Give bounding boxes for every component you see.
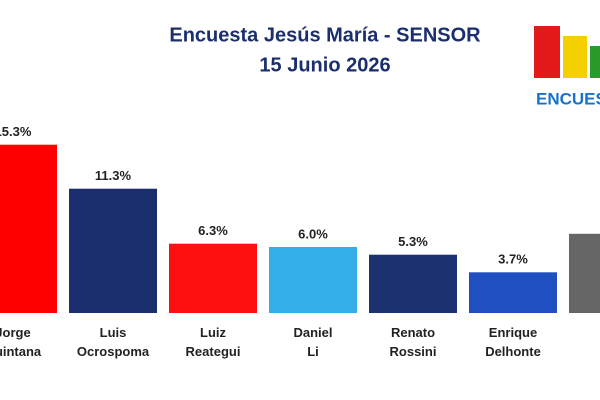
x-tick-label: Luis Ocrospoma: [77, 325, 150, 359]
x-tick-label: Daniel Li: [293, 325, 332, 359]
value-label: 15.3%: [0, 124, 32, 139]
chart-subtitle: 15 Junio 2026: [259, 54, 390, 76]
logo-block: [534, 26, 560, 78]
logo-block: [590, 46, 600, 78]
value-label: 3.7%: [498, 252, 528, 267]
value-label: 5.3%: [398, 234, 428, 249]
value-label: 6.3%: [198, 223, 228, 238]
bar: [169, 243, 257, 313]
bar: [369, 254, 457, 313]
bar: [469, 272, 557, 313]
x-tick-label: Renato Rossini: [390, 325, 437, 359]
bar: [269, 247, 357, 313]
chart-title: Encuesta Jesús María - SENSOR: [169, 24, 481, 46]
x-tick-label: JorgeQuintana: [0, 325, 42, 359]
bar: [69, 188, 157, 313]
value-label: 11.3%: [95, 168, 132, 183]
logo-block: [563, 36, 587, 78]
bar: [0, 144, 57, 313]
logo: ENCUESTA: [534, 26, 600, 108]
x-tick-label: Enrique Delhonte: [485, 325, 541, 359]
bar: [569, 233, 600, 313]
logo-text: ENCUESTA: [536, 89, 600, 108]
x-tick-label: Luiz Reategui: [186, 325, 241, 359]
value-label: 6.0%: [298, 226, 328, 241]
